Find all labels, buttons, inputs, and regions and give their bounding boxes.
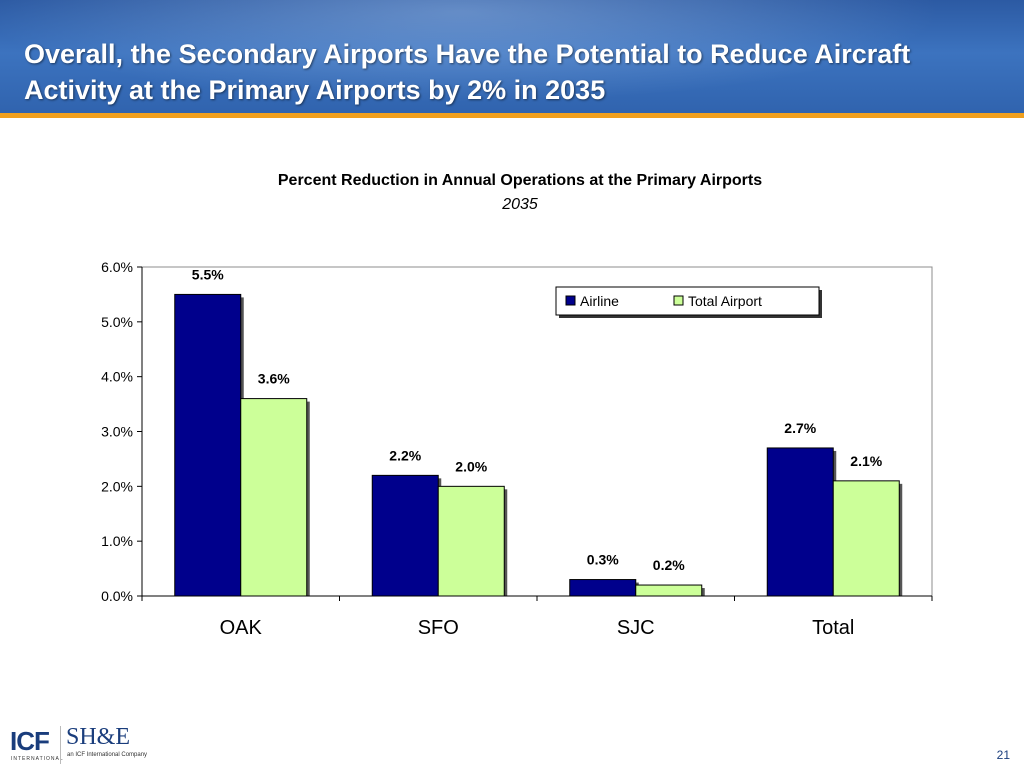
- bar-0: [371, 474, 439, 597]
- x-category-label: OAK: [220, 617, 263, 639]
- x-category-label: SFO: [418, 617, 459, 639]
- bar-0: [766, 447, 834, 597]
- she-logo-text: SH&E: [66, 724, 131, 750]
- y-tick-label: 6.0%: [101, 259, 133, 275]
- legend-swatch: [565, 295, 576, 306]
- data-label: 3.6%: [258, 371, 290, 387]
- bar-1: [635, 584, 703, 597]
- data-label: 5.5%: [192, 266, 224, 282]
- data-label: 2.1%: [850, 453, 882, 469]
- data-label: 2.2%: [389, 447, 421, 463]
- x-category-label: Total: [812, 617, 854, 639]
- y-tick-label: 2.0%: [101, 478, 133, 494]
- x-category-label: SJC: [617, 617, 655, 639]
- she-logo-subtext: an ICF International Company: [67, 752, 148, 758]
- bar-1: [832, 480, 900, 597]
- page-number: 21: [996, 748, 1010, 762]
- logo-divider: [60, 726, 61, 764]
- y-tick-label: 0.0%: [101, 588, 133, 604]
- company-logo: ICF INTERNATIONAL SH&E an ICF Internatio…: [10, 724, 170, 764]
- data-label: 0.3%: [587, 552, 619, 568]
- y-tick-label: 4.0%: [101, 369, 133, 385]
- y-tick-label: 3.0%: [101, 424, 133, 440]
- legend-swatch: [673, 295, 684, 306]
- header-accent-bar: [0, 113, 1024, 118]
- data-label: 2.7%: [784, 420, 816, 436]
- bar-1: [437, 485, 505, 597]
- icf-logo-text: ICF: [10, 726, 50, 756]
- header-background: [0, 0, 1024, 118]
- data-label: 2.0%: [455, 458, 487, 474]
- bar-0: [569, 579, 637, 597]
- legend-label: Airline: [580, 293, 619, 309]
- chart-title: Percent Reduction in Annual Operations a…: [277, 172, 763, 189]
- icf-logo-subtext: INTERNATIONAL: [11, 756, 64, 762]
- y-tick-label: 1.0%: [101, 533, 133, 549]
- bar-1: [240, 398, 308, 597]
- slide-title: Overall, the Secondary Airports Have the…: [24, 39, 911, 105]
- data-label: 0.2%: [653, 557, 685, 573]
- legend-label: Total Airport: [688, 293, 762, 309]
- bar-0: [174, 293, 242, 597]
- slide-header: Overall, the Secondary Airports Have the…: [0, 0, 1024, 118]
- legend: [555, 286, 820, 316]
- y-tick-label: 5.0%: [101, 314, 133, 330]
- chart-subtitle: 2035: [502, 196, 538, 213]
